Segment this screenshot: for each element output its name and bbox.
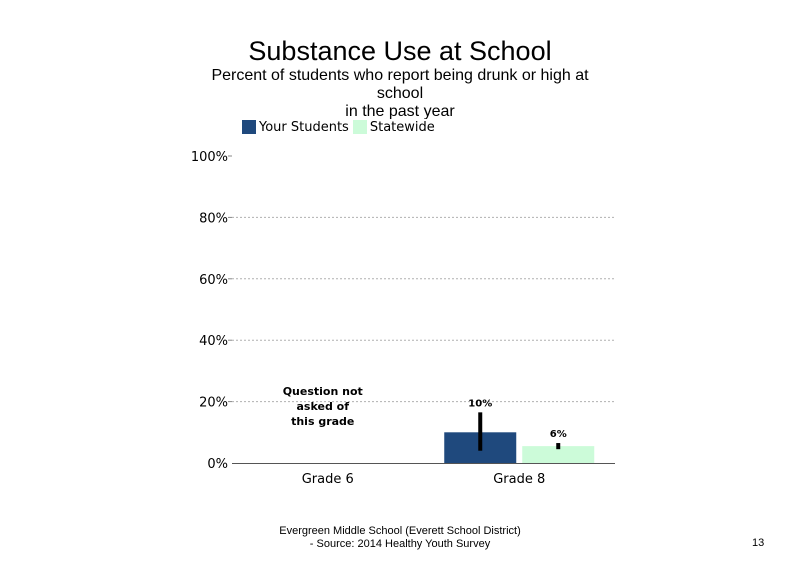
- bar-statewide: [522, 446, 595, 463]
- x-tick-label: Grade 6: [302, 472, 354, 487]
- y-tick-label: 80%: [199, 211, 228, 226]
- data-label: 10%: [468, 398, 492, 409]
- legend-item-statewide: Statewide: [352, 119, 435, 135]
- y-tick-label: 60%: [199, 273, 228, 288]
- annotation-text: this grade: [291, 415, 354, 428]
- legend-label-your-students: Your Students: [259, 119, 349, 135]
- x-tick-label: Grade 8: [493, 472, 545, 487]
- legend: Your Students Statewide: [242, 117, 439, 137]
- footer-school: Evergreen Middle School (Everett School …: [279, 525, 521, 537]
- footer-source: - Source: 2014 Healthy Youth Survey: [309, 538, 491, 550]
- y-tick-label: 20%: [199, 396, 228, 411]
- chart-title: Substance Use at School: [248, 36, 552, 66]
- legend-label-statewide: Statewide: [369, 119, 435, 135]
- y-tick-label: 100%: [191, 150, 228, 165]
- legend-swatch-your-students: [242, 120, 256, 134]
- legend-item-your-students: Your Students: [242, 120, 349, 135]
- page-number: 13: [752, 537, 765, 549]
- y-tick-label: 0%: [207, 457, 228, 472]
- footer: Evergreen Middle School (Everett School …: [200, 525, 600, 551]
- legend-swatch-statewide: [352, 120, 367, 134]
- annotation-text: Question not: [283, 385, 363, 398]
- annotation-text: asked of: [297, 400, 350, 413]
- chart-subtitle: Percent of students who report being dru…: [211, 67, 589, 119]
- data-label: 6%: [550, 429, 567, 440]
- y-tick-label: 40%: [199, 334, 228, 349]
